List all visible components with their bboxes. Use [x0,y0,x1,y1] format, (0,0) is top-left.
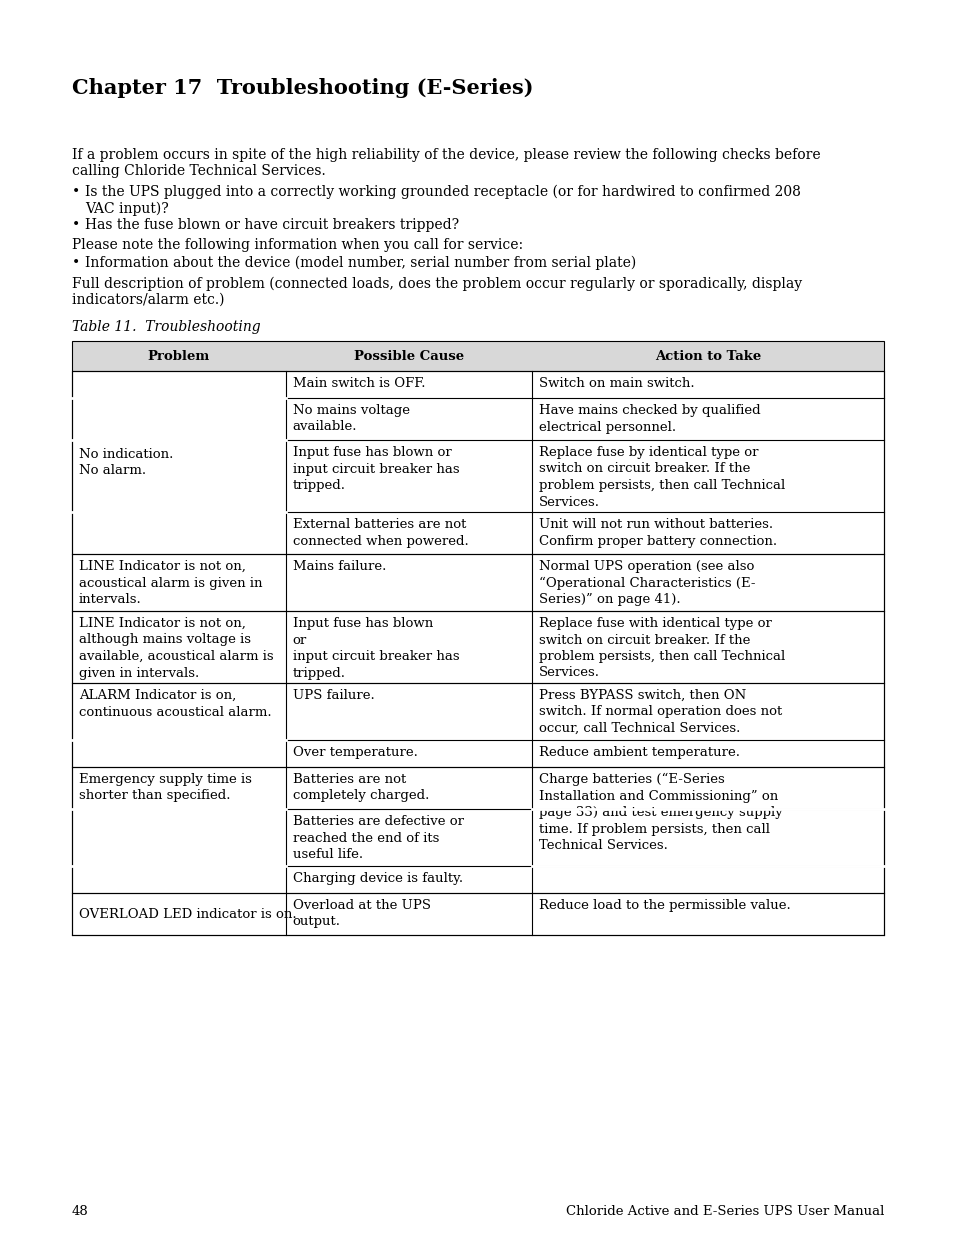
Text: Emergency supply time is
shorter than specified.: Emergency supply time is shorter than sp… [79,773,252,803]
Text: indicators/alarm etc.): indicators/alarm etc.) [71,293,224,308]
Text: Batteries are not
completely charged.: Batteries are not completely charged. [293,773,429,803]
Bar [71,341,883,370]
Text: Please note the following information when you call for service:: Please note the following information wh… [71,238,522,252]
Text: Over temperature.: Over temperature. [293,746,417,760]
Text: ALARM Indicator is on,
continuous acoustical alarm.: ALARM Indicator is on, continuous acoust… [79,689,272,719]
Text: Problem: Problem [148,350,210,363]
Bar [71,893,883,935]
Text: Replace fuse with identical type or
switch on circuit breaker. If the
problem pe: Replace fuse with identical type or swit… [538,618,784,679]
Text: •: • [71,185,80,199]
Text: Normal UPS operation (see also
“Operational Characteristics (E-
Series)” on page: Normal UPS operation (see also “Operatio… [538,559,755,606]
Text: No indication.
No alarm.: No indication. No alarm. [79,448,173,477]
Text: Mains failure.: Mains failure. [293,559,386,573]
Text: Information about the device (model number, serial number from serial plate): Information about the device (model numb… [85,256,636,270]
Bar [71,370,883,555]
Text: 48: 48 [71,1205,89,1218]
Text: Is the UPS plugged into a correctly working grounded receptacle (or for hardwire: Is the UPS plugged into a correctly work… [85,185,800,199]
Text: Press BYPASS switch, then ON
switch. If normal operation does not
occur, call Te: Press BYPASS switch, then ON switch. If … [538,689,781,735]
Text: Reduce load to the permissible value.: Reduce load to the permissible value. [538,899,789,911]
Text: VAC input)?: VAC input)? [85,201,169,216]
Text: Input fuse has blown or
input circuit breaker has
tripped.: Input fuse has blown or input circuit br… [293,446,458,492]
Bar [71,767,883,893]
Text: Table 11.  Troubleshooting: Table 11. Troubleshooting [71,320,260,333]
Text: LINE Indicator is not on,
acoustical alarm is given in
intervals.: LINE Indicator is not on, acoustical ala… [79,559,262,606]
Text: LINE Indicator is not on,
although mains voltage is
available, acoustical alarm : LINE Indicator is not on, although mains… [79,618,274,679]
Text: Have mains checked by qualified
electrical personnel.: Have mains checked by qualified electric… [538,404,760,433]
Text: Full description of problem (connected loads, does the problem occur regularly o: Full description of problem (connected l… [71,277,801,291]
Text: Replace fuse by identical type or
switch on circuit breaker. If the
problem pers: Replace fuse by identical type or switch… [538,446,784,509]
Text: •: • [71,219,80,232]
Text: Has the fuse blown or have circuit breakers tripped?: Has the fuse blown or have circuit break… [85,219,458,232]
Text: Charge batteries (“E-Series
Installation and Commissioning” on
page 33) and test: Charge batteries (“E-Series Installation… [538,773,781,852]
Bar [71,611,883,683]
Text: External batteries are not
connected when powered.: External batteries are not connected whe… [293,517,468,547]
Text: OVERLOAD LED indicator is on.: OVERLOAD LED indicator is on. [79,908,296,920]
Text: Possible Cause: Possible Cause [354,350,463,363]
Text: Overload at the UPS
output.: Overload at the UPS output. [293,899,430,929]
Bar [71,683,883,767]
Text: No mains voltage
available.: No mains voltage available. [293,404,409,433]
Text: Batteries are defective or
reached the end of its
useful life.: Batteries are defective or reached the e… [293,815,463,861]
Text: Chapter 17  Troubleshooting (E-Series): Chapter 17 Troubleshooting (E-Series) [71,78,533,98]
Text: If a problem occurs in spite of the high reliability of the device, please revie: If a problem occurs in spite of the high… [71,148,820,162]
Text: Charging device is faulty.: Charging device is faulty. [293,872,462,885]
Text: calling Chloride Technical Services.: calling Chloride Technical Services. [71,164,325,179]
Text: UPS failure.: UPS failure. [293,689,374,701]
Text: Unit will not run without batteries.
Confirm proper battery connection.: Unit will not run without batteries. Con… [538,517,776,547]
Text: Switch on main switch.: Switch on main switch. [538,377,694,390]
Text: Chloride Active and E-Series UPS User Manual: Chloride Active and E-Series UPS User Ma… [565,1205,883,1218]
Text: Action to Take: Action to Take [654,350,760,363]
Text: Input fuse has blown
or
input circuit breaker has
tripped.: Input fuse has blown or input circuit br… [293,618,458,679]
Text: Reduce ambient temperature.: Reduce ambient temperature. [538,746,739,760]
Bar [71,555,883,611]
Text: •: • [71,256,80,270]
Text: Main switch is OFF.: Main switch is OFF. [293,377,425,390]
